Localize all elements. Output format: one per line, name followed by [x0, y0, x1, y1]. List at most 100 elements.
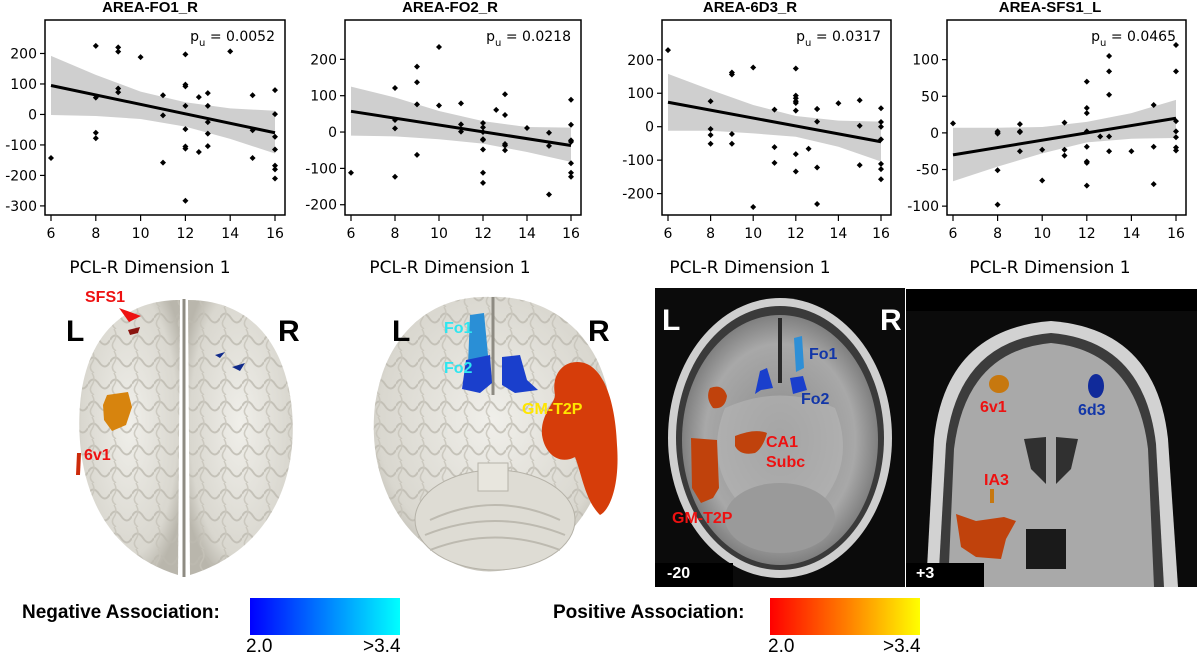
- data-point: [1173, 68, 1179, 75]
- data-point: [568, 96, 574, 103]
- data-point: [950, 120, 956, 127]
- confidence-band: [953, 99, 1176, 182]
- data-point: [249, 127, 256, 134]
- y-tick-label: -200: [622, 187, 654, 203]
- slice-coordinate: -20: [667, 565, 691, 582]
- data-point: [814, 164, 821, 171]
- region-label-sfs1: SFS1: [85, 289, 126, 306]
- data-point: [502, 147, 508, 154]
- data-point: [1016, 129, 1023, 136]
- data-point: [994, 201, 1001, 208]
- x-axis-label: PCL-R Dimension 1: [669, 258, 831, 278]
- data-point: [493, 106, 500, 113]
- data-point: [480, 119, 486, 126]
- x-tick-label: 16: [562, 226, 580, 242]
- data-point: [414, 101, 420, 108]
- data-point: [856, 97, 863, 104]
- hemisphere-right-label: L: [392, 315, 411, 348]
- data-point: [792, 95, 799, 102]
- region-label-fo1: Fo1: [444, 320, 473, 337]
- data-point: [1061, 146, 1068, 153]
- y-tick-label: -200: [5, 168, 37, 184]
- data-point: [227, 48, 234, 55]
- x-tick-label: 14: [829, 226, 847, 242]
- data-point: [480, 169, 486, 176]
- y-tick-label: 200: [10, 46, 37, 62]
- data-point: [568, 160, 574, 167]
- data-point: [1061, 119, 1068, 126]
- data-point: [878, 123, 884, 130]
- data-point: [392, 117, 398, 124]
- x-tick-label: 10: [744, 226, 762, 242]
- regression-line: [50, 84, 276, 135]
- x-tick-label: 16: [872, 226, 890, 242]
- data-point: [707, 98, 714, 105]
- plot-frame: [661, 19, 892, 216]
- data-point: [1083, 78, 1090, 85]
- superior-brain-surface-view: L R SFS1 6v1: [0, 285, 330, 590]
- data-point: [272, 146, 278, 153]
- y-tick-label: -100: [305, 161, 337, 177]
- region-label-6d3: 6d3: [1078, 402, 1106, 419]
- data-point: [204, 90, 211, 97]
- data-point: [272, 111, 278, 118]
- y-tick-label: 200: [627, 53, 654, 69]
- p-value-annotation: pu = 0.0317: [796, 29, 881, 49]
- data-point: [792, 65, 799, 72]
- x-tick-label: 12: [1078, 226, 1096, 242]
- data-point: [92, 135, 99, 142]
- x-tick-label: 14: [518, 226, 536, 242]
- region-label-6v1: 6v1: [84, 447, 111, 464]
- data-point: [195, 148, 202, 155]
- data-point: [878, 105, 884, 112]
- axial-mri-slice: L R Fo1 Fo2 CA1 Subc GM-T2P -20: [655, 288, 905, 587]
- data-point: [348, 169, 354, 176]
- regression-line: [667, 100, 882, 144]
- x-tick-label: 12: [787, 226, 805, 242]
- data-point: [805, 145, 812, 152]
- region-label-gm-t2p: GM-T2P: [522, 401, 583, 418]
- data-point: [480, 179, 486, 186]
- data-point: [502, 142, 508, 149]
- x-tick-label: 12: [176, 226, 194, 242]
- data-point: [272, 166, 278, 173]
- data-point: [568, 138, 574, 145]
- data-point: [835, 100, 842, 107]
- data-point: [1106, 68, 1113, 75]
- data-point: [1173, 128, 1179, 135]
- data-point: [182, 51, 189, 58]
- y-tick-label: -200: [305, 198, 337, 214]
- data-point: [1128, 148, 1135, 155]
- y-tick-label: 0: [28, 107, 37, 123]
- data-point: [436, 43, 442, 50]
- confidence-band: [668, 73, 881, 162]
- scatter-plot-area: -100 -50 0 50 100 6 8 10 12 14 16 pu = 0.0465: [907, 19, 1187, 242]
- inferior-brain-surface-view: L R Fo1 Fo2 GM-T2P: [330, 285, 650, 590]
- y-tick-label: 0: [328, 125, 337, 141]
- plot-title: AREA-FO1_R: [102, 0, 198, 16]
- data-point: [115, 89, 122, 96]
- plot-frame: [946, 19, 1187, 216]
- coronal-mri-slice: 6v1 6d3 IA3 +3: [906, 289, 1197, 587]
- x-tick-label: 14: [221, 226, 239, 242]
- x-axis-label: PCL-R Dimension 1: [69, 258, 231, 278]
- y-tick-label: -300: [5, 199, 37, 215]
- data-point: [707, 132, 714, 139]
- data-point: [195, 94, 202, 101]
- slice-coordinate: +3: [916, 565, 935, 582]
- data-point: [771, 159, 778, 166]
- data-point: [204, 102, 211, 109]
- data-point: [1173, 147, 1179, 154]
- y-tick-label: -50: [916, 163, 939, 179]
- data-point: [1097, 133, 1104, 140]
- data-point: [182, 197, 189, 204]
- p-value-annotation: pu = 0.0218: [486, 29, 571, 49]
- x-tick-label: 8: [706, 226, 715, 242]
- data-point: [878, 166, 884, 173]
- data-point: [1150, 143, 1157, 150]
- slice-coordinate-badge: -20: [655, 563, 733, 587]
- colorbar-max-label: >3.4: [883, 636, 921, 657]
- region-label-gm-t2p: GM-T2P: [672, 510, 733, 527]
- data-point: [878, 119, 884, 126]
- inferior-brain-illustration: [373, 296, 618, 572]
